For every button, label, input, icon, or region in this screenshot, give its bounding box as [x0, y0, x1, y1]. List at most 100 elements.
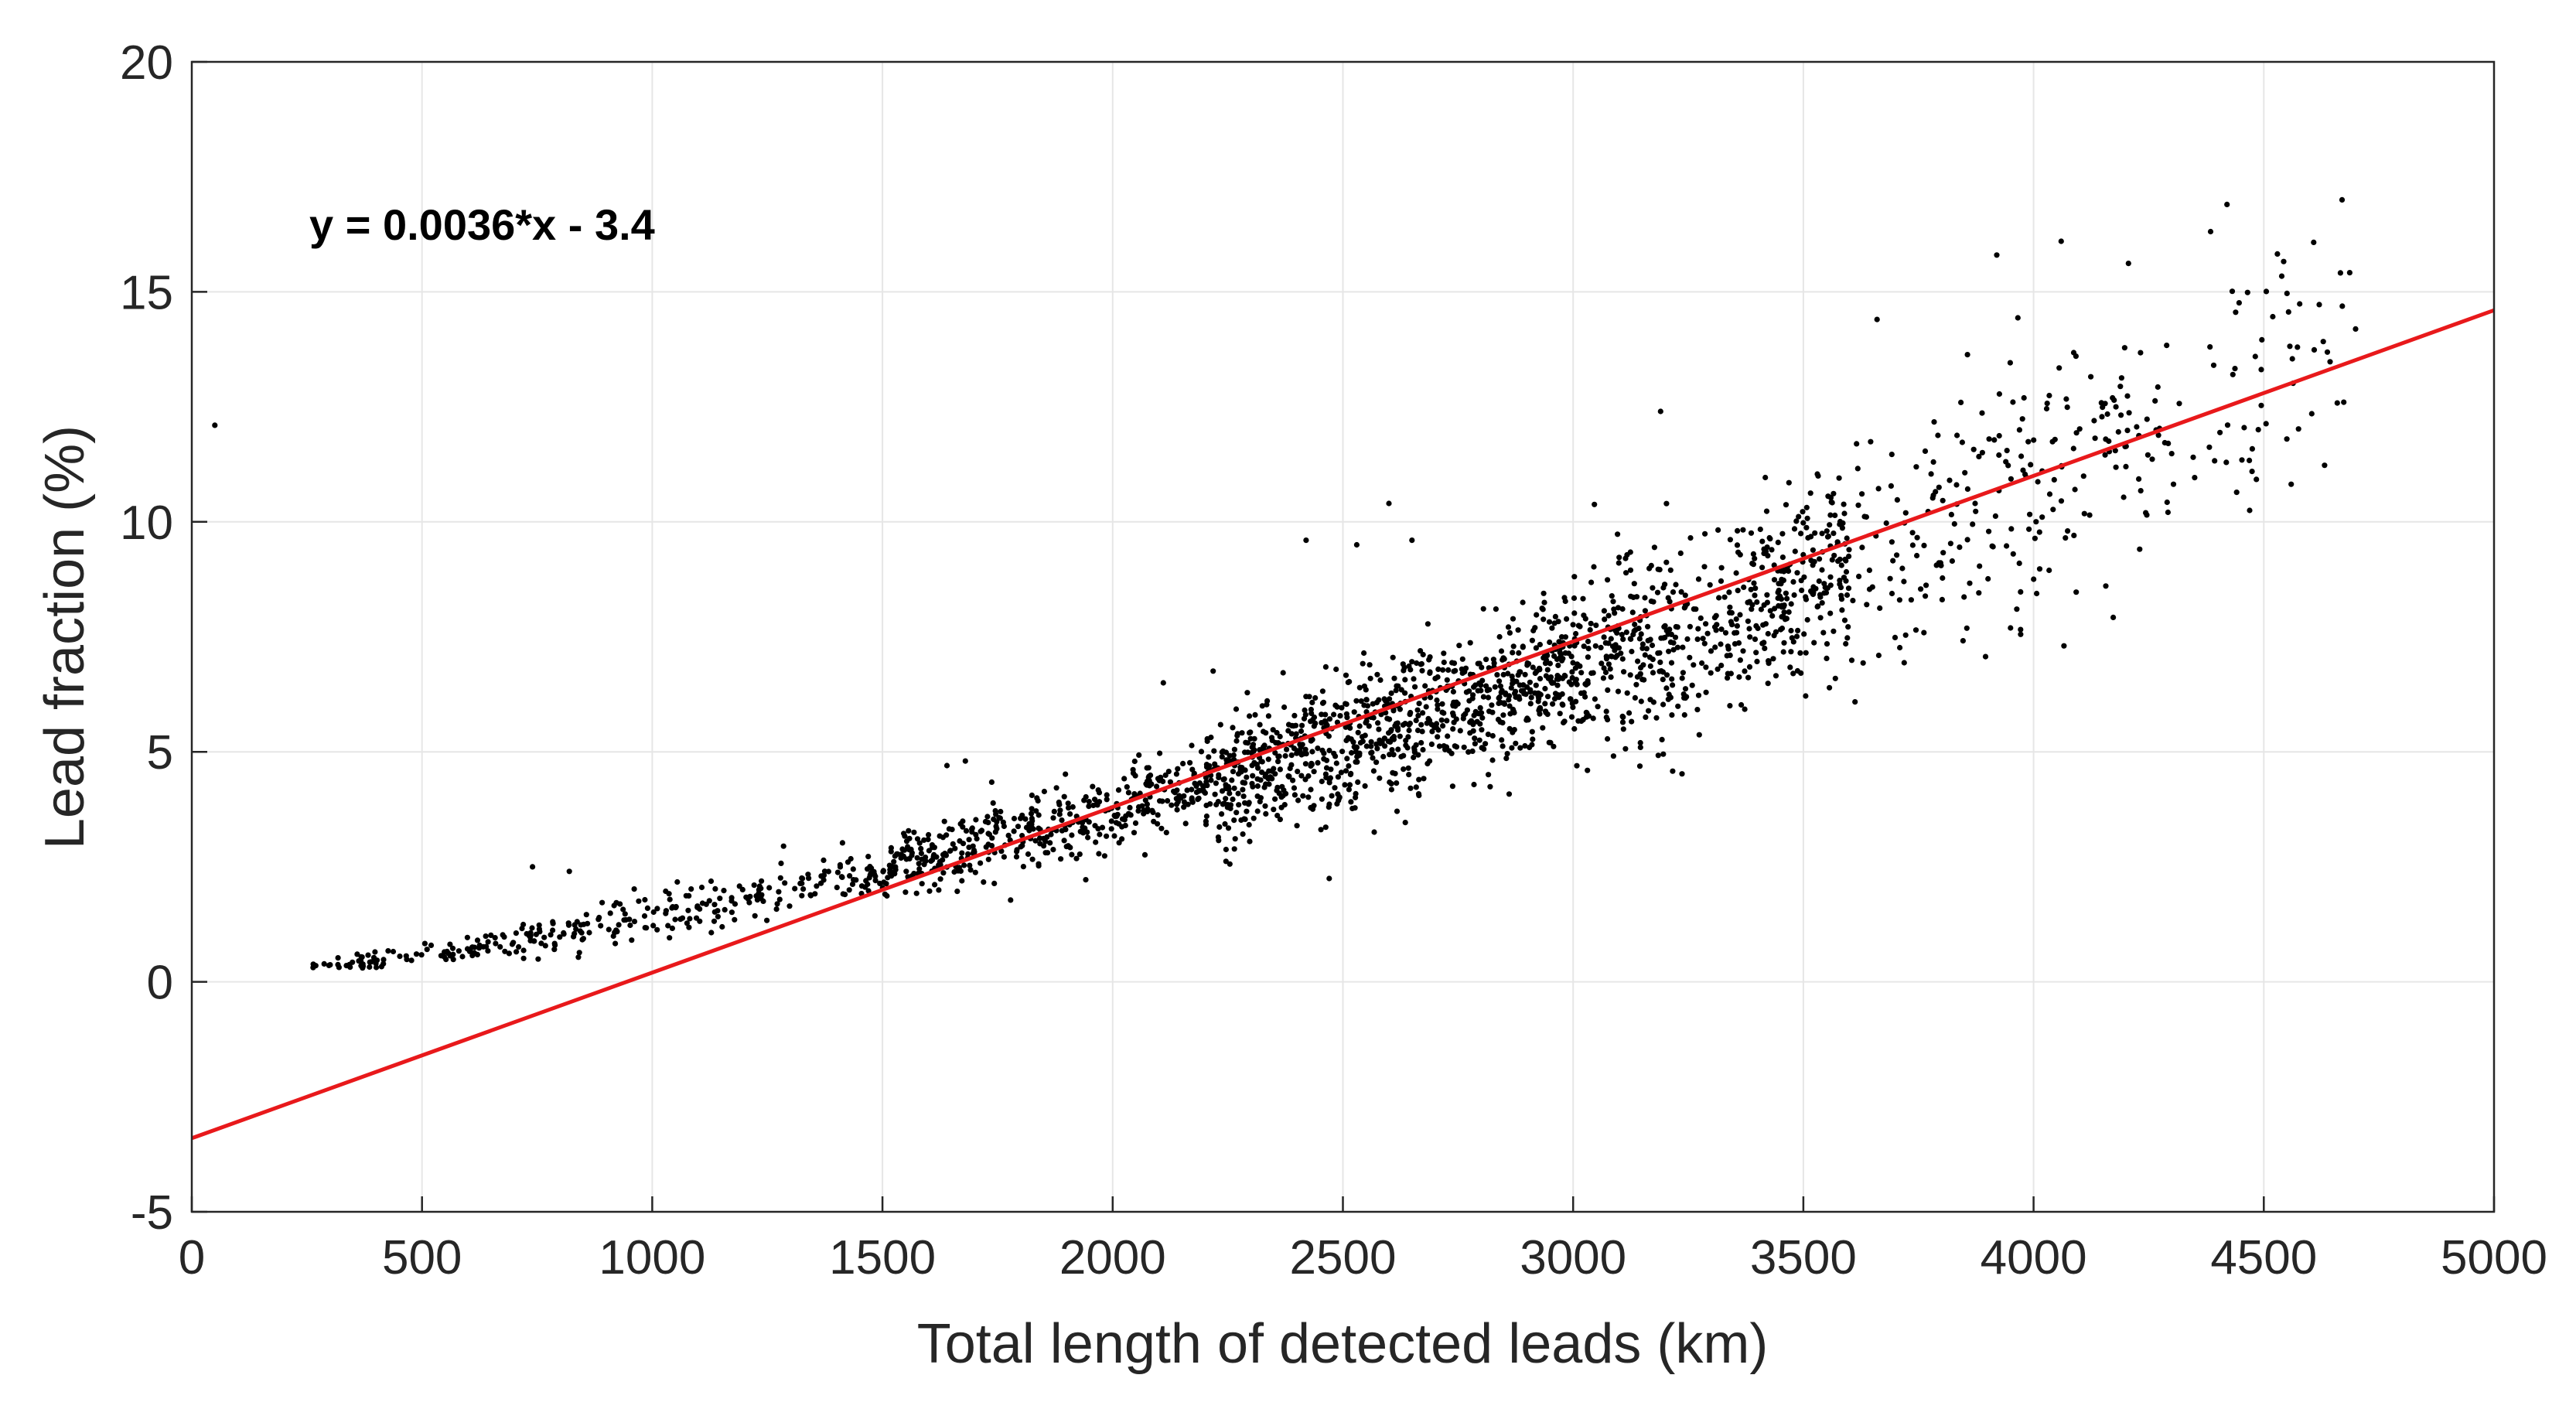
data-point	[684, 920, 691, 926]
data-point	[1230, 752, 1237, 759]
data-point	[2346, 270, 2353, 276]
data-point	[1144, 801, 1150, 807]
data-point	[759, 878, 765, 884]
data-point	[1824, 655, 1830, 662]
data-point	[931, 851, 937, 858]
data-point	[1240, 793, 1247, 800]
data-point	[1323, 757, 1330, 763]
data-point	[2297, 301, 2303, 307]
data-point	[2019, 416, 2025, 422]
data-point	[1779, 625, 1786, 632]
data-point	[2161, 439, 2168, 446]
data-point	[1149, 807, 1155, 814]
data-point	[1216, 824, 1223, 830]
data-point	[571, 930, 578, 936]
data-point	[474, 937, 481, 943]
data-point	[1390, 752, 1397, 758]
data-point	[2324, 349, 2331, 355]
data-point	[1444, 677, 1450, 683]
x-tick-label: 4000	[1981, 1231, 2087, 1284]
data-point	[960, 818, 966, 824]
data-point	[1349, 805, 1356, 812]
data-point	[1573, 630, 1579, 637]
data-point	[967, 867, 974, 873]
data-point	[2007, 360, 2013, 366]
data-point	[2124, 393, 2131, 399]
data-point	[2020, 467, 2026, 473]
data-point	[367, 959, 373, 965]
data-point	[1219, 811, 1225, 817]
data-point	[1639, 645, 1646, 651]
data-point	[390, 948, 397, 955]
data-point	[1669, 712, 1675, 718]
data-point	[1339, 749, 1346, 755]
data-point	[1479, 715, 1486, 721]
data-point	[954, 889, 960, 895]
data-point	[1506, 629, 1513, 636]
data-point	[1277, 817, 1283, 823]
data-point	[1470, 692, 1476, 698]
data-point	[1389, 747, 1395, 753]
data-point	[1247, 735, 1254, 742]
data-point	[1748, 530, 1755, 536]
data-point	[978, 860, 984, 866]
data-point	[1761, 546, 1767, 552]
data-point	[1215, 799, 1221, 805]
data-point	[892, 853, 898, 859]
data-point	[1546, 739, 1552, 745]
data-point	[1284, 746, 1290, 752]
data-point	[1712, 644, 1718, 650]
data-point	[1462, 711, 1469, 717]
data-point	[918, 850, 924, 857]
data-point	[2081, 510, 2087, 517]
data-point	[1582, 694, 1588, 700]
data-point	[1303, 537, 1309, 544]
data-point	[1173, 771, 1179, 777]
data-point	[1247, 713, 1253, 719]
data-point	[1219, 788, 1226, 794]
data-point	[865, 854, 872, 860]
data-point	[1295, 797, 1302, 803]
data-point	[719, 923, 725, 930]
data-point	[1160, 680, 1166, 686]
data-point	[1627, 549, 1633, 555]
data-point	[1570, 660, 1576, 666]
data-point	[1741, 584, 1747, 591]
data-point	[485, 948, 491, 954]
data-point	[1174, 787, 1180, 793]
data-point	[1309, 699, 1315, 706]
data-point	[1602, 616, 1608, 623]
data-point	[1986, 436, 1992, 442]
data-point	[1326, 875, 1332, 882]
data-point	[1471, 712, 1477, 718]
data-point	[1187, 759, 1193, 766]
data-point	[1827, 684, 1833, 691]
data-point	[959, 850, 965, 856]
data-point	[951, 868, 957, 875]
data-point	[1242, 816, 1248, 822]
data-point	[1940, 497, 1946, 503]
data-point	[627, 922, 633, 929]
data-points	[212, 196, 2359, 971]
data-point	[2259, 336, 2265, 343]
data-point	[1603, 708, 1609, 715]
data-point	[1636, 626, 1642, 632]
data-point	[1552, 613, 1558, 620]
data-point	[1401, 766, 1407, 773]
data-point	[2099, 414, 2105, 420]
data-point	[2035, 479, 2041, 485]
data-point	[2034, 590, 2040, 597]
data-point	[1529, 728, 1535, 735]
data-point	[1444, 718, 1450, 724]
data-point	[906, 827, 912, 834]
data-point	[2063, 535, 2069, 541]
data-point	[1574, 762, 1580, 769]
data-point	[1065, 800, 1071, 807]
data-point	[914, 855, 920, 861]
data-point	[1315, 745, 1321, 752]
data-point	[1111, 833, 1117, 839]
data-point	[1474, 718, 1480, 725]
data-point	[1419, 667, 1425, 674]
data-point	[1163, 830, 1169, 836]
